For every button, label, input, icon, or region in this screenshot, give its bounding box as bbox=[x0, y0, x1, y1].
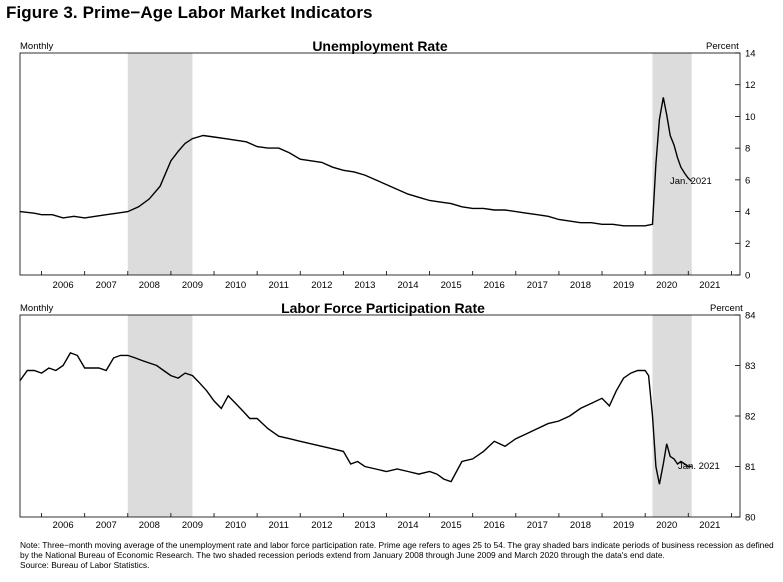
x-tick-label: 2021 bbox=[699, 280, 720, 291]
y-tick-label: 8 bbox=[745, 144, 750, 155]
x-tick-label: 2009 bbox=[182, 280, 203, 291]
chart-title-unemployment: Unemployment Rate bbox=[312, 38, 448, 54]
x-tick-label: 2017 bbox=[527, 280, 548, 291]
figure-title: Figure 3. Prime−Age Labor Market Indicat… bbox=[6, 3, 373, 22]
y-tick-label: 2 bbox=[745, 239, 750, 250]
x-tick-label: 2021 bbox=[699, 520, 720, 531]
recession-bars-unemployment bbox=[127, 53, 692, 275]
participation-panel: Monthly Percent Labor Force Participatio… bbox=[19, 300, 756, 531]
y-tick-label: 14 bbox=[745, 49, 756, 60]
recession-bars-participation bbox=[127, 315, 692, 517]
y-tick-label: 0 bbox=[745, 271, 750, 282]
plot-frame-unemployment bbox=[19, 52, 741, 276]
participation-series-line bbox=[19, 352, 692, 485]
figure-note: Note: Three−month moving average of the … bbox=[20, 540, 775, 570]
x-tick-label: 2007 bbox=[96, 520, 117, 531]
x-tick-label: 2020 bbox=[656, 280, 677, 291]
axis-ticks-unemployment: 0 2 4 6 8 10 12 14 2006 2007 2008 2009 2010 2011 2012 2… bbox=[41, 49, 756, 291]
x-tick-label: 2018 bbox=[570, 280, 591, 291]
y-tick-label: 82 bbox=[745, 412, 756, 423]
x-tick-label: 2010 bbox=[225, 520, 246, 531]
unemployment-series-line bbox=[19, 97, 693, 227]
y-tick-label: 84 bbox=[745, 311, 756, 322]
recession-bar-2 bbox=[652, 315, 692, 517]
x-tick-label: 2014 bbox=[397, 520, 418, 531]
x-tick-label: 2010 bbox=[225, 280, 246, 291]
x-tick-label: 2008 bbox=[139, 280, 160, 291]
y-tick-label: 12 bbox=[745, 80, 756, 91]
x-tick-label: 2015 bbox=[441, 280, 462, 291]
frequency-label-unemployment: Monthly bbox=[20, 41, 54, 52]
y-tick-label: 6 bbox=[745, 175, 750, 186]
x-tick-label: 2019 bbox=[613, 280, 634, 291]
recession-bar-1 bbox=[127, 53, 193, 275]
end-label-unemployment: Jan. 2021 bbox=[670, 176, 712, 187]
y-tick-label: 4 bbox=[745, 207, 750, 218]
x-tick-label: 2012 bbox=[311, 280, 332, 291]
end-label-participation: Jan. 2021 bbox=[678, 461, 720, 472]
x-tick-label: 2013 bbox=[354, 520, 375, 531]
source-text: Source: Bureau of Labor Statistics. bbox=[20, 560, 150, 570]
x-tick-label: 2009 bbox=[182, 520, 203, 531]
note-text: Note: Three−month moving average of the … bbox=[20, 540, 774, 560]
x-tick-label: 2018 bbox=[570, 520, 591, 531]
x-tick-label: 2014 bbox=[397, 280, 418, 291]
y-tick-label: 81 bbox=[745, 462, 756, 473]
x-tick-label: 2012 bbox=[311, 520, 332, 531]
frequency-label-participation: Monthly bbox=[20, 303, 54, 314]
x-tick-label: 2008 bbox=[139, 520, 160, 531]
y-tick-label: 83 bbox=[745, 361, 756, 372]
recession-bar-2 bbox=[652, 53, 692, 275]
x-tick-label: 2020 bbox=[656, 520, 677, 531]
y-tick-label: 10 bbox=[745, 112, 756, 123]
x-tick-label: 2019 bbox=[613, 520, 634, 531]
x-tick-label: 2017 bbox=[527, 520, 548, 531]
axis-ticks-participation: 80 81 82 83 84 2006 2007 2008 2009 2010 2011 2012 20… bbox=[41, 311, 756, 531]
unit-label-unemployment: Percent bbox=[706, 41, 739, 52]
x-tick-label: 2011 bbox=[268, 520, 288, 531]
x-tick-label: 2006 bbox=[53, 280, 74, 291]
unit-label-participation: Percent bbox=[710, 303, 743, 314]
x-tick-label: 2007 bbox=[96, 280, 117, 291]
x-tick-label: 2013 bbox=[354, 280, 375, 291]
x-tick-label: 2011 bbox=[268, 280, 288, 291]
chart-title-participation: Labor Force Participation Rate bbox=[281, 300, 485, 316]
y-tick-label: 80 bbox=[745, 513, 756, 524]
x-tick-label: 2006 bbox=[53, 520, 74, 531]
x-tick-label: 2015 bbox=[441, 520, 462, 531]
x-tick-label: 2016 bbox=[484, 520, 505, 531]
recession-bar-1 bbox=[127, 315, 193, 517]
unemployment-panel: Monthly Percent Unemployment Rate 0 2 4 6 8 1… bbox=[19, 38, 756, 291]
x-tick-label: 2016 bbox=[484, 280, 505, 291]
